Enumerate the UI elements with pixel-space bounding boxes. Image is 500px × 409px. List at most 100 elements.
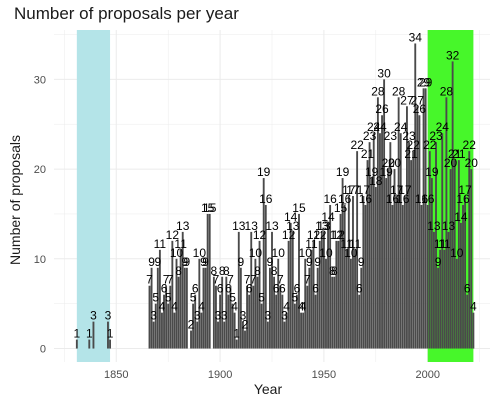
bar-1925 <box>271 231 273 349</box>
data-label-1911: 3 <box>240 309 247 323</box>
data-label-1871: 11 <box>154 237 167 251</box>
data-label-1992: 21 <box>404 147 418 161</box>
data-label-1956: 12 <box>330 228 344 242</box>
bar-1903 <box>225 276 228 349</box>
bar-1936 <box>293 303 296 349</box>
data-label-1963: 10 <box>344 246 358 260</box>
bar-1947 <box>316 267 319 349</box>
data-label-1882: 13 <box>176 219 190 233</box>
bar-2009 <box>445 97 448 349</box>
data-label-2007: 24 <box>436 120 450 134</box>
y-tick-label: 0 <box>40 344 46 356</box>
data-label-1874: 7 <box>163 273 170 287</box>
bar-1952 <box>327 222 329 349</box>
bar-1920 <box>260 303 263 349</box>
bar-1968 <box>360 267 363 349</box>
bar-1879 <box>175 258 178 349</box>
bar-1933 <box>287 240 290 349</box>
data-label-2009: 28 <box>440 84 454 98</box>
bar-1897 <box>212 276 215 349</box>
bar-1950 <box>322 231 325 349</box>
bar-1951 <box>325 258 327 349</box>
bar-1934 <box>289 222 292 349</box>
x-tick-label: 1850 <box>104 369 128 381</box>
data-label-1900: 6 <box>217 282 224 296</box>
bar-1990 <box>406 106 408 349</box>
data-label-1958: 15 <box>334 201 348 215</box>
bar-1872 <box>161 312 163 349</box>
y-axis-title: Number of proposals <box>7 135 23 265</box>
bar-2003 <box>433 231 435 349</box>
bar-1919 <box>258 240 261 349</box>
data-label-1977: 24 <box>373 120 387 134</box>
data-label-1946: 6 <box>312 282 319 296</box>
bar-1905 <box>229 285 232 349</box>
bar-2002 <box>430 178 433 349</box>
data-label-2005: 9 <box>435 255 442 269</box>
data-labels: 1 13 3179359114675712410811139925631049915… <box>73 30 478 340</box>
bar-2005 <box>437 267 440 349</box>
data-label-1979: 30 <box>377 66 391 80</box>
bar-1943 <box>308 267 311 349</box>
data-label-1962: 17 <box>342 183 356 197</box>
bar-1902 <box>223 321 226 349</box>
bar-2019 <box>466 294 469 349</box>
data-label-1949: 13 <box>315 219 329 233</box>
data-label-2002: 19 <box>425 165 439 179</box>
data-label-1916: 7 <box>250 273 257 287</box>
data-label-1932: 4 <box>283 300 290 314</box>
data-label-1917: 10 <box>249 246 263 260</box>
bar-1967 <box>358 294 361 349</box>
data-label-1831: 1 <box>73 327 80 341</box>
data-label-1886: 2 <box>188 318 195 332</box>
data-label-1890: 10 <box>193 246 207 260</box>
bar-2012 <box>451 61 454 349</box>
bar-1932 <box>285 312 288 349</box>
bar-2015 <box>457 160 460 349</box>
data-label-1902: 3 <box>221 309 228 323</box>
bar-1908 <box>235 339 238 349</box>
data-label-1978: 26 <box>375 102 389 116</box>
data-label-1870: 9 <box>154 255 161 269</box>
bar-1999 <box>424 88 427 349</box>
data-label-1867: 9 <box>148 255 155 269</box>
data-label-1972: 23 <box>363 129 377 143</box>
bar-1927 <box>275 294 278 349</box>
bar-1973 <box>370 178 373 349</box>
bar-1981 <box>387 169 390 349</box>
data-label-1966: 22 <box>350 138 364 152</box>
data-label-1955: 8 <box>331 264 338 278</box>
bar-1941 <box>304 258 307 349</box>
data-label-1937: 6 <box>294 282 301 296</box>
data-label-1987: 24 <box>394 120 408 134</box>
chart-title: Number of proposals per year <box>14 4 239 23</box>
data-label-2018: 17 <box>458 183 472 197</box>
bar-1958 <box>339 213 342 349</box>
data-label-1986: 28 <box>392 84 406 98</box>
data-label-1904: 6 <box>225 282 232 296</box>
bar-1953 <box>329 204 332 349</box>
data-label-2004: 23 <box>429 129 443 143</box>
data-label-1839: 3 <box>90 309 97 323</box>
bar-1883 <box>183 267 186 349</box>
bar-1995 <box>416 106 419 349</box>
data-label-1847: 1 <box>107 327 114 341</box>
data-label-1939: 4 <box>298 300 305 314</box>
data-label-2019: 6 <box>464 282 471 296</box>
data-label-1971: 21 <box>361 147 375 161</box>
bar-1942 <box>306 285 309 349</box>
bar-1982 <box>389 142 392 349</box>
data-label-1998: 29 <box>417 75 431 89</box>
bar-1913 <box>246 285 249 349</box>
data-label-1991: 23 <box>402 129 416 143</box>
bar-1993 <box>412 151 415 349</box>
bar-2016 <box>459 222 462 349</box>
data-label-2006: 11 <box>434 237 447 251</box>
bar-1892 <box>202 267 205 349</box>
data-label-1901: 8 <box>219 264 226 278</box>
bar-1893 <box>204 267 207 349</box>
data-label-1918: 8 <box>254 264 261 278</box>
data-label-1869: 5 <box>152 291 159 305</box>
